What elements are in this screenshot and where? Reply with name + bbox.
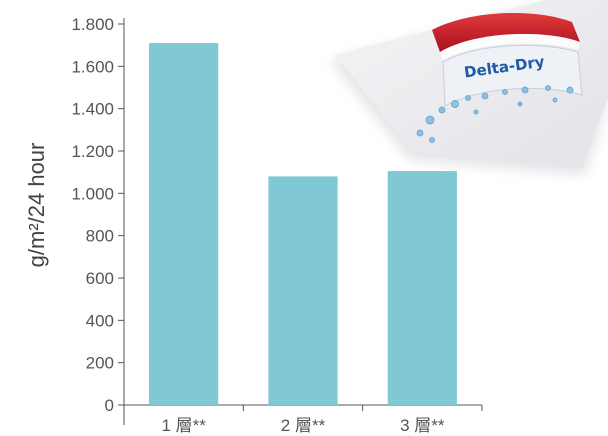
y-tick-label: 400	[86, 311, 114, 330]
bar	[268, 176, 338, 405]
x-axis-ticks: 1 層** 2 層** 3 層**	[161, 405, 483, 435]
y-tick-label: 200	[86, 354, 114, 373]
y-tick-label: 800	[86, 227, 114, 246]
bar	[149, 43, 219, 406]
y-tick-label: 1.000	[71, 184, 114, 203]
water-droplets-icon	[416, 85, 574, 143]
fabric-mesh-icon	[442, 44, 583, 107]
bars	[149, 43, 457, 406]
y-tick-label: 1.200	[71, 142, 114, 161]
y-tick-label: 0	[105, 396, 114, 415]
y-tick-label: 1.600	[71, 57, 114, 76]
y-tick-label: 600	[86, 269, 114, 288]
y-tick-label: 1.400	[71, 100, 114, 119]
y-axis-label: g/m²/24 hour	[24, 143, 49, 268]
delta-dry-logo: Delta-Dry	[330, 0, 608, 175]
x-tick-label: 1 層**	[161, 416, 206, 435]
x-tick-label: 3 層**	[400, 416, 445, 435]
y-axis-ticks: 0 200 400 600 800 1.000 1.200 1.400 1.600 1.800	[71, 15, 124, 415]
x-tick-label: 2 層**	[281, 416, 326, 435]
y-tick-label: 1.800	[71, 15, 114, 34]
bar	[387, 171, 457, 405]
fabric-red-icon	[432, 12, 580, 52]
